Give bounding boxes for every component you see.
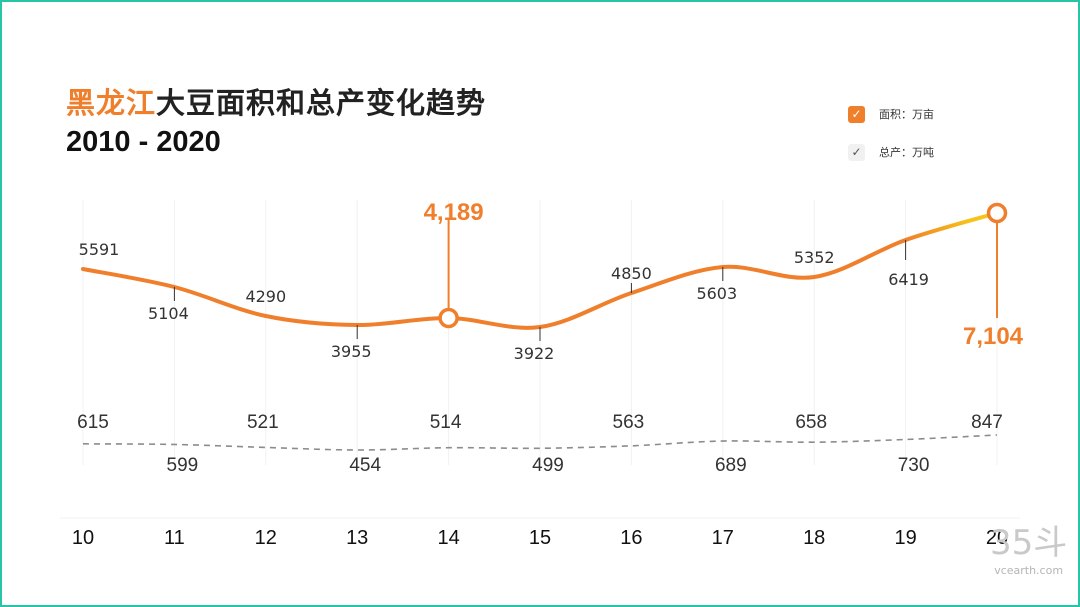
title-line-1: 黑龙江大豆面积和总产变化趋势 (66, 80, 486, 122)
area-data-label: 5352 (794, 248, 835, 267)
x-tick-label: 15 (529, 527, 551, 549)
x-tick-label: 16 (620, 527, 642, 549)
area-data-label: 5591 (79, 240, 120, 259)
production-data-label: 514 (430, 412, 462, 433)
checkbox-checked-icon[interactable]: ✓ (848, 143, 865, 161)
area-data-label: 6419 (888, 270, 929, 289)
production-data-label: 730 (898, 455, 930, 476)
production-data-label: 454 (349, 455, 381, 476)
x-tick-label: 17 (712, 527, 734, 549)
legend-label-production: 总产：万吨 (879, 146, 934, 159)
area-data-label: 3955 (331, 342, 372, 361)
production-data-label: 521 (247, 412, 279, 433)
legend-label-area: 面积：万亩 (879, 108, 934, 121)
title-accent: 黑龙江 (66, 86, 157, 120)
production-data-label: 599 (167, 455, 199, 476)
watermark-logo: 35斗 (990, 523, 1068, 563)
area-data-label: 5104 (148, 304, 189, 323)
production-data-label: 615 (77, 412, 109, 433)
production-data-label: 499 (532, 455, 564, 476)
highlight-point-marker (986, 202, 1008, 224)
x-tick-label: 18 (803, 527, 825, 549)
area-highlight-label: 4,189 (424, 199, 484, 226)
production-data-label: 563 (613, 412, 645, 433)
production-data-label: 847 (971, 412, 1003, 433)
area-series-line (81, 211, 999, 330)
watermark: 35斗 vcearth.com (990, 526, 1067, 577)
x-tick-label: 20 (986, 527, 1008, 549)
checkbox-checked-icon[interactable]: ✓ (848, 105, 865, 123)
x-tick-label: 13 (346, 527, 368, 549)
area-data-label: 3922 (514, 344, 555, 363)
legend: ✓ 面积：万亩 ✓ 总产：万吨 (848, 104, 934, 180)
watermark-site: vcearth.com (994, 564, 1064, 577)
highlight-point-marker (438, 307, 459, 329)
production-data-label: 658 (795, 412, 827, 433)
x-tick-label: 10 (72, 527, 94, 549)
legend-item-production[interactable]: ✓ 总产：万吨 (848, 142, 934, 162)
area-data-label: 4850 (611, 264, 652, 283)
area-data-label: 4290 (245, 287, 286, 306)
chart-title: 黑龙江大豆面积和总产变化趋势 2010 - 2020 (66, 80, 486, 159)
x-tick-label: 12 (255, 527, 277, 549)
legend-item-area[interactable]: ✓ 面积：万亩 (848, 104, 934, 124)
production-series-line (82, 434, 998, 451)
x-tick-label: 11 (164, 527, 185, 549)
area-highlight-label: 7,104 (963, 323, 1024, 350)
production-data-label: 689 (715, 455, 747, 476)
title-year-range: 2010 - 2020 (66, 126, 221, 158)
x-tick-label: 19 (894, 527, 916, 549)
area-data-label: 5603 (696, 284, 737, 303)
x-tick-label: 14 (437, 527, 459, 549)
title-rest: 大豆面积和总产变化趋势 (156, 86, 487, 120)
